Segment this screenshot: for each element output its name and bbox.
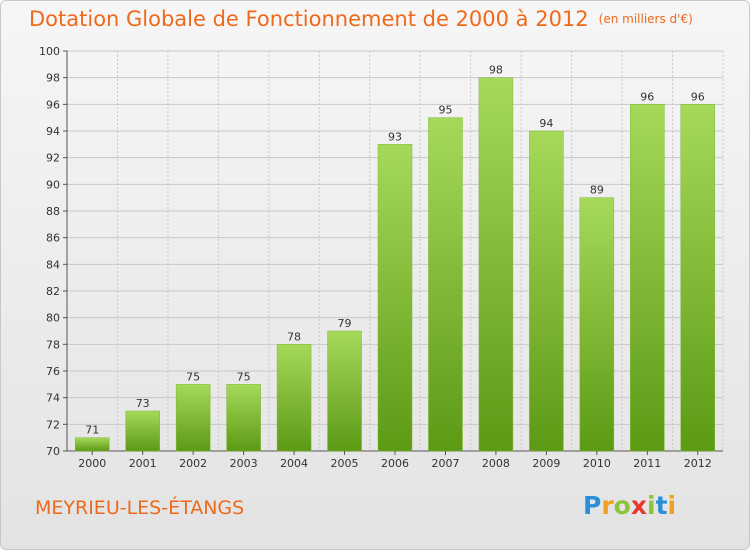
chart-subtitle: (en milliers d'€) [598,12,693,26]
x-tick-label-2011: 2011 [633,457,661,470]
bar-2007 [428,117,463,452]
x-tick-label-2010: 2010 [583,457,611,470]
bar-2003 [226,384,261,452]
value-label-2010: 89 [590,184,604,197]
y-tick-label: 100 [39,45,60,58]
y-tick-label: 82 [46,285,60,298]
commune-name: MEYRIEU-LES-ÉTANGS [35,497,245,519]
logo-letter: o [613,491,631,520]
y-tick-label: 76 [46,365,60,378]
y-tick-label: 74 [46,392,60,405]
x-tick-label-2001: 2001 [129,457,157,470]
x-tick-label-2008: 2008 [482,457,510,470]
x-tick-label-2004: 2004 [280,457,308,470]
logo-letter: i [667,491,677,520]
logo-letter: r [601,491,614,520]
bar-2002 [175,384,211,452]
bar-2008 [478,77,514,452]
y-tick-label: 96 [46,98,60,111]
x-tick-label-2003: 2003 [230,457,258,470]
y-tick-label: 84 [46,258,60,271]
bar-2001 [125,410,160,452]
chart-title: Dotation Globale de Fonctionnement de 20… [29,7,693,31]
x-tick-label-2012: 2012 [684,457,712,470]
value-label-2001: 73 [136,397,150,410]
y-tick-label: 80 [46,312,60,325]
value-label-2005: 79 [338,317,352,330]
bar-2012 [680,104,716,452]
y-tick-label: 86 [46,232,60,245]
bar-2010 [579,197,615,452]
y-tick-label: 72 [46,418,60,431]
value-label-2009: 94 [539,117,553,130]
value-label-2000: 71 [85,424,99,437]
logo-letter: x [630,491,647,520]
y-tick-label: 98 [46,72,60,85]
value-label-2006: 93 [388,130,402,143]
y-tick-label: 88 [46,205,60,218]
value-label-2002: 75 [186,370,200,383]
value-label-2003: 75 [237,370,251,383]
logo-letter: i [647,491,656,520]
x-tick-label-2009: 2009 [532,457,560,470]
bar-2005 [327,330,362,452]
bar-2004 [276,344,312,452]
value-label-2012: 96 [691,90,705,103]
x-tick-label-2007: 2007 [431,457,459,470]
y-tick-label: 90 [46,178,60,191]
x-tick-label-2002: 2002 [179,457,207,470]
x-tick-label-2006: 2006 [381,457,409,470]
proxiti-logo: Proxiti [583,491,676,520]
value-label-2011: 96 [640,90,654,103]
y-tick-label: 70 [46,445,60,458]
bar-2009 [529,130,564,452]
value-label-2007: 95 [438,104,452,117]
chart-title-text: Dotation Globale de Fonctionnement de 20… [29,7,589,31]
y-tick-label: 92 [46,152,60,165]
bar-2011 [630,104,665,452]
y-tick-label: 94 [46,125,60,138]
x-tick-label-2000: 2000 [78,457,106,470]
y-tick-label: 78 [46,338,60,351]
logo-letter: t [655,491,668,520]
bar-2000 [74,437,110,452]
value-label-2004: 78 [287,330,301,343]
value-label-2008: 98 [489,64,503,77]
logo-letter: P [583,491,602,520]
x-tick-label-2005: 2005 [331,457,359,470]
bar-2006 [377,144,413,452]
